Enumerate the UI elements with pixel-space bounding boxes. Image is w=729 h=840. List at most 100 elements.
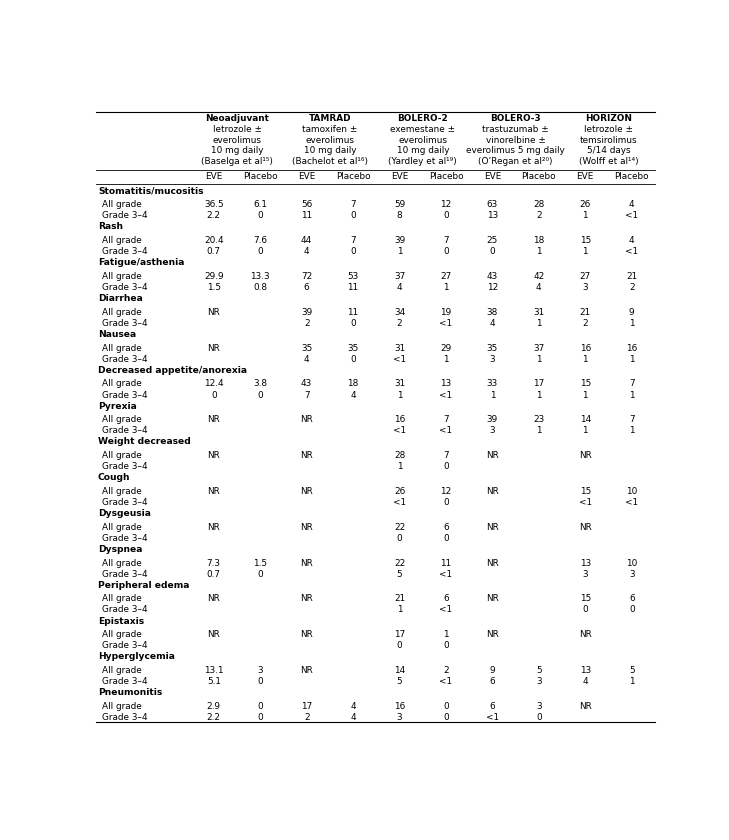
Text: NR: NR [208, 630, 220, 639]
Text: 16: 16 [626, 344, 637, 353]
Text: <1: <1 [440, 677, 453, 686]
Text: 0: 0 [536, 713, 542, 722]
Text: 0: 0 [582, 606, 588, 615]
Text: 10 mg daily: 10 mg daily [397, 146, 449, 155]
Text: 0: 0 [351, 212, 356, 220]
Text: 0: 0 [351, 247, 356, 256]
Text: 5.1: 5.1 [207, 677, 221, 686]
Text: 4: 4 [304, 247, 310, 256]
Text: temsirolimus: temsirolimus [580, 136, 637, 144]
Text: Nausea: Nausea [98, 330, 136, 339]
Text: 1: 1 [490, 391, 495, 400]
Text: 2: 2 [443, 666, 449, 675]
Text: 63: 63 [487, 200, 498, 209]
Text: 3: 3 [582, 283, 588, 292]
Text: 4: 4 [351, 702, 356, 711]
Text: 28: 28 [394, 451, 405, 460]
Text: All grade: All grade [102, 415, 142, 424]
Text: 0: 0 [257, 713, 263, 722]
Text: exemestane ±: exemestane ± [390, 125, 456, 134]
Text: 17: 17 [394, 630, 405, 639]
Text: 4: 4 [304, 354, 310, 364]
Text: NR: NR [208, 522, 220, 532]
Text: NR: NR [300, 559, 313, 568]
Text: 0: 0 [443, 462, 449, 471]
Text: <1: <1 [393, 498, 406, 507]
Text: NR: NR [300, 487, 313, 496]
Text: TAMRAD: TAMRAD [308, 114, 351, 123]
Text: Hyperglycemia: Hyperglycemia [98, 653, 175, 661]
Text: Pneumonitis: Pneumonitis [98, 688, 162, 697]
Text: 7.6: 7.6 [253, 236, 268, 245]
Text: 1: 1 [582, 354, 588, 364]
Text: 31: 31 [394, 344, 405, 353]
Text: 10: 10 [626, 487, 637, 496]
Text: 0: 0 [397, 534, 402, 543]
Text: <1: <1 [440, 391, 453, 400]
Text: 4: 4 [629, 200, 634, 209]
Text: Grade 3–4: Grade 3–4 [102, 677, 148, 686]
Text: EVE: EVE [484, 171, 501, 181]
Text: 59: 59 [394, 200, 405, 209]
Text: <1: <1 [440, 319, 453, 328]
Text: NR: NR [486, 487, 499, 496]
Text: <1: <1 [625, 247, 639, 256]
Text: Dysgeusia: Dysgeusia [98, 509, 151, 518]
Text: All grade: All grade [102, 307, 142, 317]
Text: 11: 11 [348, 283, 359, 292]
Text: Placebo: Placebo [243, 171, 278, 181]
Text: 7: 7 [443, 451, 449, 460]
Text: 21: 21 [394, 595, 405, 603]
Text: NR: NR [208, 344, 220, 353]
Text: 1: 1 [397, 247, 402, 256]
Text: 13.3: 13.3 [250, 272, 270, 281]
Text: 0: 0 [351, 354, 356, 364]
Text: All grade: All grade [102, 702, 142, 711]
Text: 0: 0 [351, 319, 356, 328]
Text: 0: 0 [257, 677, 263, 686]
Text: 6.1: 6.1 [253, 200, 268, 209]
Text: 18: 18 [348, 380, 359, 388]
Text: 31: 31 [533, 307, 545, 317]
Text: 12.4: 12.4 [204, 380, 224, 388]
Text: Neoadjuvant: Neoadjuvant [205, 114, 269, 123]
Text: 10 mg daily: 10 mg daily [211, 146, 263, 155]
Text: 22: 22 [394, 559, 405, 568]
Text: (Baselga et al¹⁵): (Baselga et al¹⁵) [201, 157, 273, 166]
Text: 0: 0 [629, 606, 634, 615]
Text: 35: 35 [348, 344, 359, 353]
Text: 1: 1 [629, 319, 634, 328]
Text: 35: 35 [301, 344, 312, 353]
Text: Grade 3–4: Grade 3–4 [102, 534, 148, 543]
Text: 14: 14 [394, 666, 405, 675]
Text: <1: <1 [440, 570, 453, 579]
Text: 4: 4 [490, 319, 495, 328]
Text: Grade 3–4: Grade 3–4 [102, 570, 148, 579]
Text: 1: 1 [443, 354, 449, 364]
Text: All grade: All grade [102, 200, 142, 209]
Text: 1: 1 [536, 391, 542, 400]
Text: 15: 15 [580, 236, 591, 245]
Text: 0.7: 0.7 [207, 247, 221, 256]
Text: Grade 3–4: Grade 3–4 [102, 391, 148, 400]
Text: 3.8: 3.8 [253, 380, 268, 388]
Text: 2: 2 [304, 713, 310, 722]
Text: All grade: All grade [102, 380, 142, 388]
Text: 0: 0 [443, 641, 449, 650]
Text: Rash: Rash [98, 223, 123, 232]
Text: 3: 3 [536, 677, 542, 686]
Text: NR: NR [579, 522, 592, 532]
Text: everolimus 5 mg daily: everolimus 5 mg daily [467, 146, 565, 155]
Text: 28: 28 [533, 200, 545, 209]
Text: 0: 0 [443, 534, 449, 543]
Text: NR: NR [208, 307, 220, 317]
Text: vinorelbine ±: vinorelbine ± [486, 136, 545, 144]
Text: Decreased appetite/anorexia: Decreased appetite/anorexia [98, 365, 247, 375]
Text: 53: 53 [348, 272, 359, 281]
Text: All grade: All grade [102, 236, 142, 245]
Text: 1: 1 [397, 462, 402, 471]
Text: NR: NR [208, 487, 220, 496]
Text: 2: 2 [629, 283, 634, 292]
Text: Placebo: Placebo [336, 171, 370, 181]
Text: NR: NR [208, 595, 220, 603]
